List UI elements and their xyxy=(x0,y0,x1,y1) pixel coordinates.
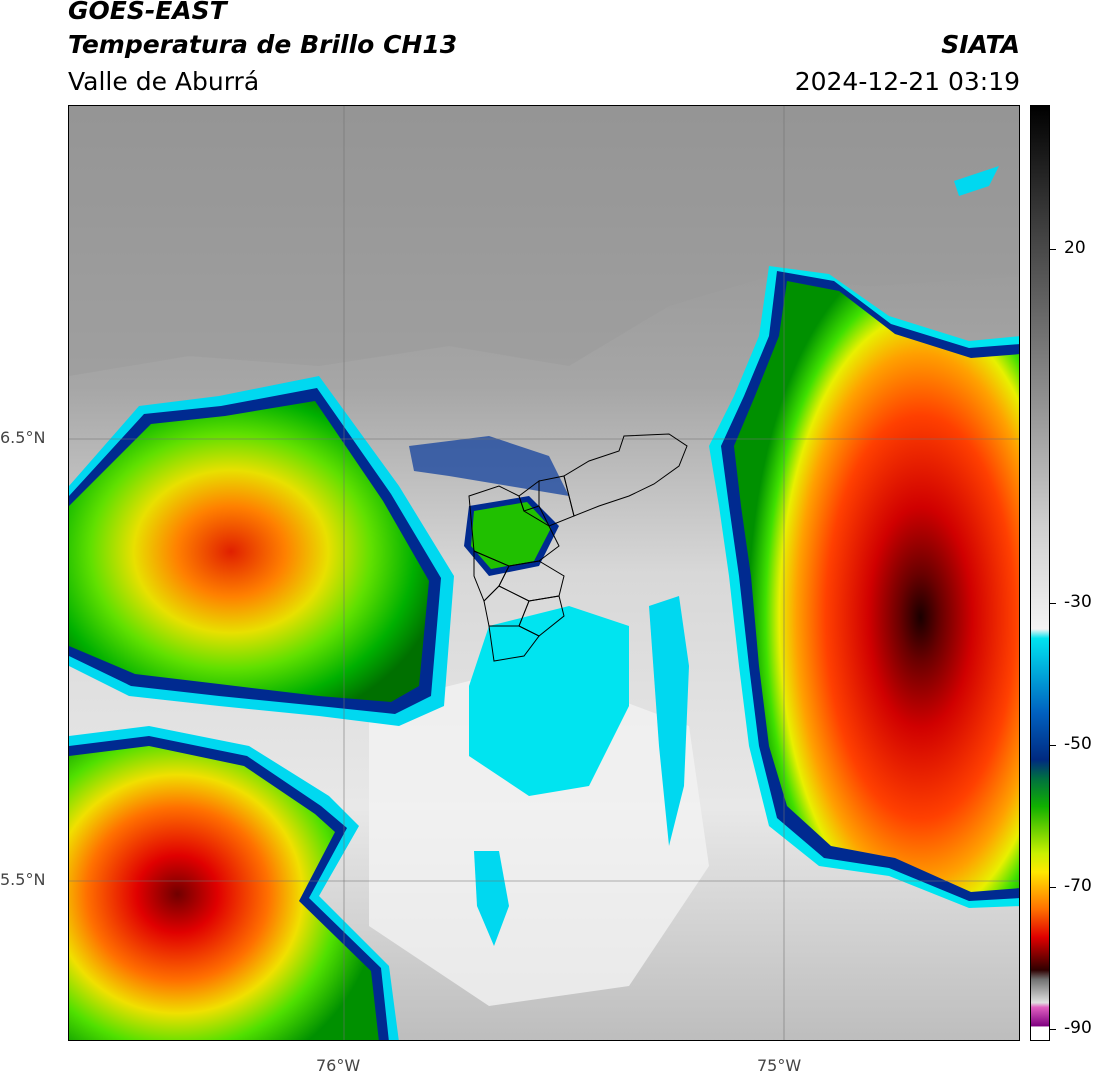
datetime-label: 2024-12-21 03:19 xyxy=(794,67,1020,96)
satellite-title: GOES-EAST xyxy=(68,0,227,25)
lat-label-6-5n: 6.5°N xyxy=(0,428,46,447)
colorbar-tick-minus90 xyxy=(1050,1029,1056,1030)
municipal-boundaries xyxy=(468,433,688,662)
colorbar-label-minus50: -50 xyxy=(1064,734,1092,754)
lon-label-75w: 75°W xyxy=(757,1056,802,1075)
colorbar-label-minus30: -30 xyxy=(1064,592,1092,612)
brightness-temperature-field xyxy=(69,106,1019,1040)
organization-label: SIATA xyxy=(941,30,1020,59)
region-subtitle: Valle de Aburrá xyxy=(68,67,260,96)
colorbar-label-20: 20 xyxy=(1064,238,1086,258)
lat-label-5-5n: 5.5°N xyxy=(0,870,46,889)
colorbar-tick-minus30 xyxy=(1050,603,1056,604)
colorbar-tick-20 xyxy=(1050,249,1056,250)
lon-label-76w: 76°W xyxy=(316,1056,361,1075)
product-title: Temperatura de Brillo CH13 xyxy=(68,30,458,59)
satellite-map xyxy=(68,105,1020,1041)
colorbar-tick-minus70 xyxy=(1050,887,1056,888)
colorbar-label-minus70: -70 xyxy=(1064,876,1092,896)
colorbar xyxy=(1030,105,1050,1041)
colorbar-label-minus90: -90 xyxy=(1064,1018,1092,1038)
colorbar-tick-minus50 xyxy=(1050,745,1056,746)
